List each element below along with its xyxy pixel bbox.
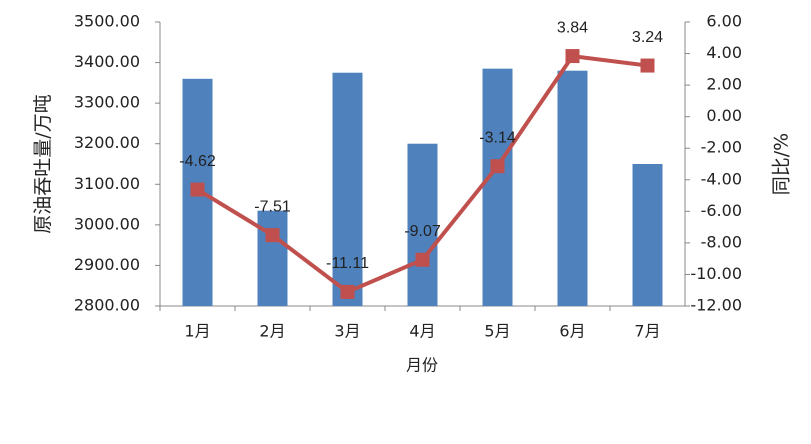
data-label: -4.62 [179,153,216,170]
y2-tick-label: -4.00 [701,169,742,188]
y-tick-label: 3200.00 [74,133,140,152]
y2-tick-label: -10.00 [690,264,742,283]
y2-tick-label: -6.00 [701,201,742,220]
y2-axis-title: 同比/% [771,133,793,195]
x-tick-label: 3月 [334,322,360,341]
y2-tick-label: 4.00 [706,43,742,62]
data-label: -9.07 [404,223,441,240]
y2-tick-label: 0.00 [706,106,742,125]
bar [332,72,363,306]
y-tick-label: 3000.00 [74,214,140,233]
y2-tick-label: 6.00 [706,12,742,31]
x-tick-label: 6月 [559,322,585,341]
x-tick-label: 5月 [484,322,510,341]
marker [265,228,280,243]
x-tick-label: 7月 [634,322,660,341]
y2-tick-label: -8.00 [701,232,742,251]
bar [407,143,438,306]
bar [257,210,288,306]
data-label: -7.51 [254,198,291,215]
y-tick-label: 3400.00 [74,52,140,71]
y-axis-title: 原油吞吐量/万吨 [32,94,54,233]
x-axis-title: 月份 [406,356,438,375]
marker [415,252,430,267]
marker [190,182,205,197]
y-tick-label: 3500.00 [74,12,140,31]
marker [340,284,355,299]
x-tick-label: 2月 [259,322,285,341]
data-label: 3.24 [632,29,663,46]
x-tick-label: 1月 [184,322,210,341]
y-tick-label: 3100.00 [74,174,140,193]
y2-tick-label: -2.00 [701,138,742,157]
marker [640,58,655,73]
y2-tick-label: 2.00 [706,75,742,94]
data-label: 3.84 [557,19,588,36]
data-label: -3.14 [479,129,516,146]
y-tick-label: 2800.00 [74,296,140,315]
y2-tick-label: -12.00 [690,296,742,315]
marker [490,159,505,174]
data-label: -11.11 [326,255,369,272]
bar [557,70,588,306]
x-tick-label: 4月 [409,322,435,341]
y-tick-label: 3300.00 [74,93,140,112]
bar [482,68,513,307]
marker [565,49,580,64]
bar [632,164,663,306]
y-tick-label: 2900.00 [74,255,140,274]
